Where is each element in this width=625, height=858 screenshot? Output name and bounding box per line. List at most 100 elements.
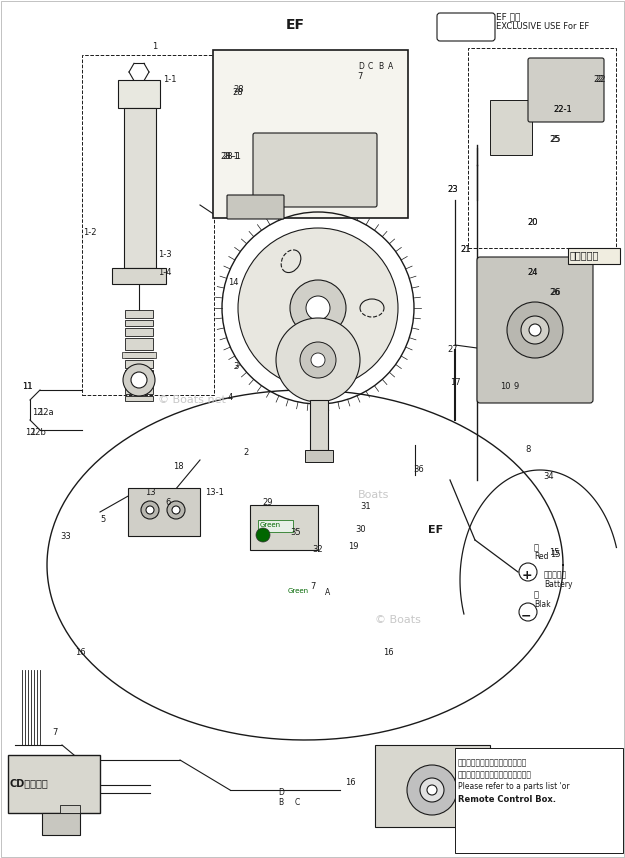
Circle shape — [519, 603, 537, 621]
Text: 12b: 12b — [30, 428, 46, 437]
Circle shape — [555, 90, 565, 100]
Bar — [125, 396, 153, 401]
Text: Boats: Boats — [358, 490, 389, 500]
Text: バッテリー: バッテリー — [544, 570, 567, 579]
Bar — [82, 55, 214, 395]
Bar — [125, 386, 153, 394]
Text: パーツリストを参照してください。: パーツリストを参照してください。 — [458, 770, 532, 779]
Text: 23: 23 — [447, 185, 458, 194]
Text: −: − — [521, 609, 531, 622]
Text: 9: 9 — [514, 382, 519, 391]
Text: A: A — [325, 588, 330, 597]
Bar — [125, 352, 153, 358]
Bar — [455, 748, 623, 853]
Bar — [125, 360, 153, 368]
Text: B: B — [378, 62, 383, 71]
Bar — [305, 450, 333, 462]
Text: Battery: Battery — [544, 580, 572, 589]
Bar — [112, 268, 166, 284]
Bar — [125, 338, 153, 350]
Text: EXCLUSIVE USE For EF: EXCLUSIVE USE For EF — [496, 22, 589, 31]
Circle shape — [548, 83, 572, 107]
Text: 12a: 12a — [38, 408, 54, 417]
Text: 23: 23 — [447, 185, 458, 194]
Text: 11: 11 — [22, 382, 32, 391]
Text: CDユニット: CDユニット — [10, 778, 49, 788]
Text: C: C — [295, 798, 300, 807]
Bar — [310, 400, 328, 450]
Text: EF: EF — [286, 18, 304, 32]
Text: +: + — [522, 569, 532, 582]
Circle shape — [123, 364, 155, 396]
Text: 24: 24 — [527, 268, 538, 277]
Text: 5: 5 — [100, 515, 105, 524]
Text: 3: 3 — [233, 362, 238, 371]
Text: 11: 11 — [22, 382, 32, 391]
Text: 4: 4 — [228, 393, 233, 402]
Text: 1-1: 1-1 — [163, 75, 176, 84]
Text: 21: 21 — [460, 245, 471, 254]
Text: 19: 19 — [348, 542, 359, 551]
Circle shape — [311, 353, 325, 367]
Circle shape — [172, 506, 180, 514]
Text: 30: 30 — [355, 525, 366, 534]
Text: Green: Green — [288, 588, 309, 594]
Text: 20: 20 — [527, 218, 538, 227]
FancyBboxPatch shape — [437, 13, 495, 41]
Text: 2: 2 — [243, 448, 248, 457]
Bar — [468, 48, 616, 248]
Text: 28-1: 28-1 — [222, 152, 241, 161]
Text: 16: 16 — [75, 648, 86, 657]
Text: Red: Red — [534, 552, 549, 561]
Bar — [375, 745, 490, 827]
FancyBboxPatch shape — [477, 257, 593, 403]
Text: 22: 22 — [593, 75, 604, 84]
Text: 12: 12 — [25, 428, 36, 437]
Text: B: B — [278, 798, 283, 807]
Circle shape — [420, 778, 444, 802]
Text: C: C — [368, 62, 373, 71]
Bar — [258, 520, 293, 532]
Text: 36: 36 — [413, 465, 424, 474]
Circle shape — [407, 765, 457, 815]
Text: Remote Control Box.: Remote Control Box. — [458, 795, 556, 804]
Text: 15: 15 — [549, 548, 559, 557]
Text: 24: 24 — [527, 268, 538, 277]
Text: 28-1: 28-1 — [220, 152, 239, 161]
Text: 31: 31 — [360, 502, 371, 511]
Text: キャブレタ: キャブレタ — [570, 250, 599, 260]
Text: 29: 29 — [262, 498, 272, 507]
Text: 22-1: 22-1 — [553, 105, 572, 114]
Text: 1-2: 1-2 — [83, 228, 96, 237]
Text: リモートコントロールホックスの: リモートコントロールホックスの — [458, 758, 528, 767]
Text: 7: 7 — [310, 582, 316, 591]
Text: 13: 13 — [145, 488, 156, 497]
Bar — [124, 108, 156, 268]
Text: D: D — [358, 62, 364, 71]
Text: 27: 27 — [447, 345, 458, 354]
Circle shape — [519, 563, 537, 581]
Text: 28: 28 — [233, 85, 244, 94]
Text: EF 専用: EF 専用 — [496, 12, 521, 21]
Text: 1-3: 1-3 — [158, 250, 172, 259]
Text: 35: 35 — [290, 528, 301, 537]
Circle shape — [306, 296, 330, 320]
Bar — [125, 370, 153, 384]
Text: Blak: Blak — [534, 600, 551, 609]
FancyBboxPatch shape — [227, 195, 284, 219]
Text: 7: 7 — [52, 728, 58, 737]
Text: 26: 26 — [550, 288, 561, 297]
Text: 25: 25 — [550, 135, 561, 144]
Text: © Boats.net: © Boats.net — [158, 395, 226, 405]
Text: 17: 17 — [450, 378, 461, 387]
Text: EF: EF — [428, 525, 443, 535]
Text: A: A — [388, 62, 393, 71]
Bar — [118, 80, 160, 108]
Text: 25: 25 — [549, 135, 559, 144]
Circle shape — [146, 506, 154, 514]
Text: 28: 28 — [232, 88, 242, 97]
Text: 10: 10 — [500, 382, 511, 391]
Text: 16: 16 — [345, 778, 356, 787]
Text: 赤: 赤 — [534, 543, 539, 552]
Text: 33: 33 — [60, 532, 71, 541]
